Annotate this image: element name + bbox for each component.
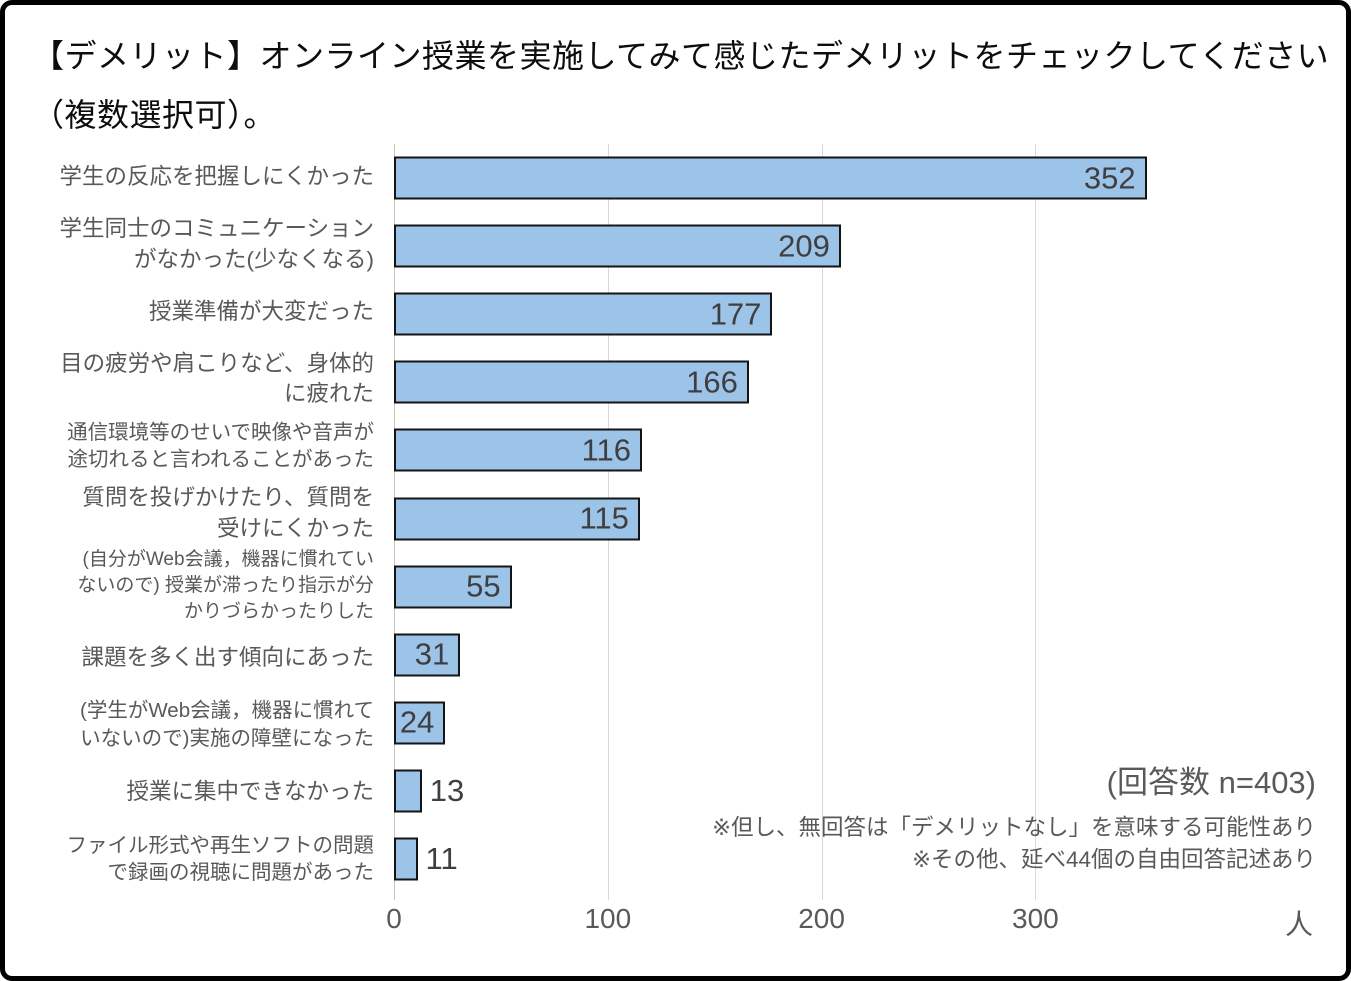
category-label-line: がなかった(少なくなる) xyxy=(134,246,374,272)
category-label-line: ファイル形式や再生ソフトの問題 xyxy=(66,833,375,857)
bar-rows: 352 209 177 166 116 115 55 31 24 13 11 xyxy=(394,144,1339,893)
category-label: 学生の反応を把握しにくかった xyxy=(5,144,394,211)
category-label-line: いないので)実施の障壁になった xyxy=(80,726,374,750)
bar-row: 166 xyxy=(394,348,1339,416)
category-label-line: に疲れた xyxy=(283,381,374,407)
value-label: 209 xyxy=(778,228,830,264)
value-label: 24 xyxy=(399,704,435,740)
category-label: 授業準備が大変だった xyxy=(5,278,394,345)
bar-row: 352 xyxy=(394,144,1339,212)
category-label-line: 学生の反応を把握しにくかった xyxy=(59,164,374,190)
bar: 177 xyxy=(394,292,773,336)
category-label: 学生同士のコミュニケーションがなかった(少なくなる) xyxy=(5,211,394,278)
bar-row: 24 xyxy=(394,689,1339,757)
category-label-line: 学生同士のコミュニケーション xyxy=(59,216,374,242)
gridline xyxy=(1035,144,1037,900)
category-label-line: 授業準備が大変だった xyxy=(148,298,374,324)
category-label-line: 受けにくかった xyxy=(216,515,374,541)
note-free-answers: ※その他、延べ44個の自由回答記述あり xyxy=(912,846,1316,872)
category-label-line: 質問を投げかけたり、質問を xyxy=(82,485,374,511)
x-tick-label: 300 xyxy=(1012,903,1059,934)
value-label: 352 xyxy=(1083,160,1136,196)
value-label: 13 xyxy=(429,772,465,808)
bar-row: 116 xyxy=(394,416,1339,484)
category-label: 通信環境等のせいで映像や音声が 途切れると言われることがあった xyxy=(5,413,394,480)
annotations: (回答数 n=403) ※但し、無回答は「デメリットなし」を意味する可能性あり … xyxy=(712,757,1316,875)
bar-row: 209 xyxy=(394,212,1339,280)
category-label-line: 授業に集中できなかった xyxy=(126,778,374,804)
category-label-line: かりづらかったりした xyxy=(183,600,374,622)
value-label: 166 xyxy=(686,364,738,400)
bar: 31 xyxy=(394,633,461,677)
x-tick-label: 0 xyxy=(386,903,402,934)
value-label: 115 xyxy=(579,500,629,536)
value-label: 31 xyxy=(414,636,450,672)
category-label-line: 課題を多く出す傾向にあった xyxy=(81,644,374,670)
bar: 116 xyxy=(394,428,642,472)
bar-row: 177 xyxy=(394,280,1339,348)
bar-row: 13 xyxy=(394,757,1339,825)
bar: 209 xyxy=(394,224,841,268)
category-label: 目の疲労や肩こりなど、身体的に疲れた xyxy=(5,346,394,413)
bar-row: 31 xyxy=(394,621,1339,689)
category-label: ファイル形式や再生ソフトの問題で録画の視聴に問題があった xyxy=(5,826,394,893)
note-no-answer: ※但し、無回答は「デメリットなし」を意味する可能性あり xyxy=(712,815,1316,840)
plot-area: 352 209 177 166 116 115 55 31 24 13 11 xyxy=(394,144,1339,900)
bar-row: 55 xyxy=(394,553,1339,621)
x-tick-label: 200 xyxy=(798,903,845,934)
bar-row: 115 xyxy=(394,484,1339,552)
bar: 352 xyxy=(394,156,1147,200)
bar: 55 xyxy=(394,565,512,609)
category-label: (学生がWeb会議，機器に慣れて いないので)実施の障壁になった xyxy=(5,691,394,758)
value-label: 11 xyxy=(425,840,458,876)
category-label: (自分がWeb会議，機器に慣れてい ないので) 授業が滞ったり指示が分かりづらかっ… xyxy=(5,547,394,624)
gridline xyxy=(821,144,823,900)
bar xyxy=(394,769,422,813)
bar: 115 xyxy=(394,497,640,541)
bar-row: 11 xyxy=(394,825,1339,893)
bar xyxy=(394,837,418,881)
x-axis-unit-label: 人 xyxy=(1285,909,1314,940)
value-label: 55 xyxy=(466,568,501,604)
category-label-line: 目の疲労や肩こりなど、身体的 xyxy=(60,350,374,376)
category-label-line: 途切れると言われることがあった xyxy=(67,448,374,472)
category-label: 授業に集中できなかった xyxy=(5,759,394,826)
x-tick-label: 100 xyxy=(584,903,632,934)
chart-title: 【デメリット】オンライン授業を実施してみて感じたデメリットをチェックしてください… xyxy=(32,38,1330,134)
category-label-line: で録画の視聴に問題があった xyxy=(107,861,375,885)
response-count-label: (回答数 n=403) xyxy=(1106,765,1316,800)
value-label: 116 xyxy=(581,432,631,468)
bar: 24 xyxy=(394,701,446,745)
value-label: 177 xyxy=(709,296,762,332)
x-axis: 0 100 200 300 人 xyxy=(386,903,1346,943)
category-label-line: (自分がWeb会議，機器に慣れてい xyxy=(82,549,374,571)
category-labels: 学生の反応を把握しにくかった 学生同士のコミュニケーションがなかった(少なくなる)… xyxy=(5,144,394,893)
category-label-line: ないので) 授業が滞ったり指示が分 xyxy=(77,574,374,596)
bar: 166 xyxy=(394,360,749,404)
category-label-line: (学生がWeb会議，機器に慣れて xyxy=(80,699,374,723)
category-label-line: 通信環境等のせいで映像や音声が xyxy=(67,420,374,444)
category-label: 質問を投げかけたり、質問を受けにくかった xyxy=(5,480,394,547)
category-label: 課題を多く出す傾向にあった xyxy=(5,624,394,691)
